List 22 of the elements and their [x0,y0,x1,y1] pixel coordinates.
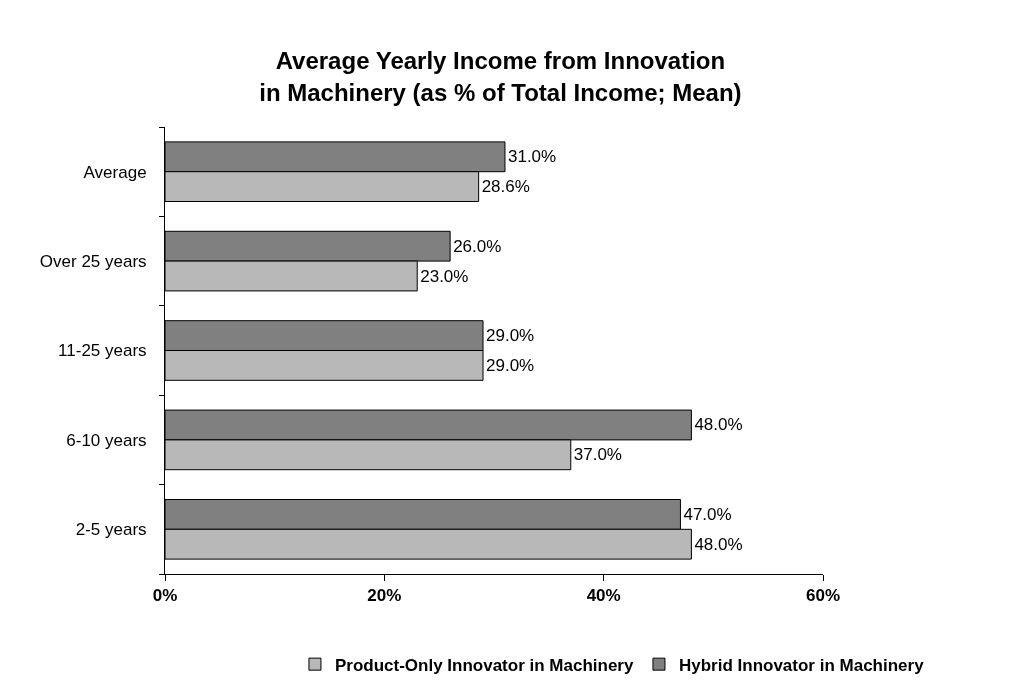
y-tick-label: Over 25 years [39,252,147,272]
data-label: 48.0% [694,415,743,435]
data-label: 37.0% [573,445,622,465]
x-tick-label: 0% [152,586,178,606]
data-label: 28.6% [481,177,530,197]
data-label: 26.0% [453,236,502,256]
data-label: 47.0% [683,504,732,524]
data-label: 31.0% [507,147,557,167]
y-tick-label: Average [83,162,147,182]
data-label: 29.0% [486,355,535,375]
data-label: 23.0% [420,266,469,286]
chart-title: Average Yearly Income from Innovation in Machinery (as % of Total Income; Mean) [259,47,742,106]
legend-label: Hybrid Innovator in Machinery [678,655,925,675]
data-label: 48.0% [694,534,743,554]
legend-label: Product-Only Innovator in Machinery [334,655,634,675]
data-label: 29.0% [486,326,535,346]
y-tick-label: 11-25 years [58,341,147,361]
x-tick-label: 20% [367,586,402,606]
x-tick-label: 60% [805,586,841,606]
y-tick-label: 6-10 years [66,430,147,450]
x-tick-label: 40% [586,586,621,606]
y-tick-label: 2-5 years [75,520,147,540]
